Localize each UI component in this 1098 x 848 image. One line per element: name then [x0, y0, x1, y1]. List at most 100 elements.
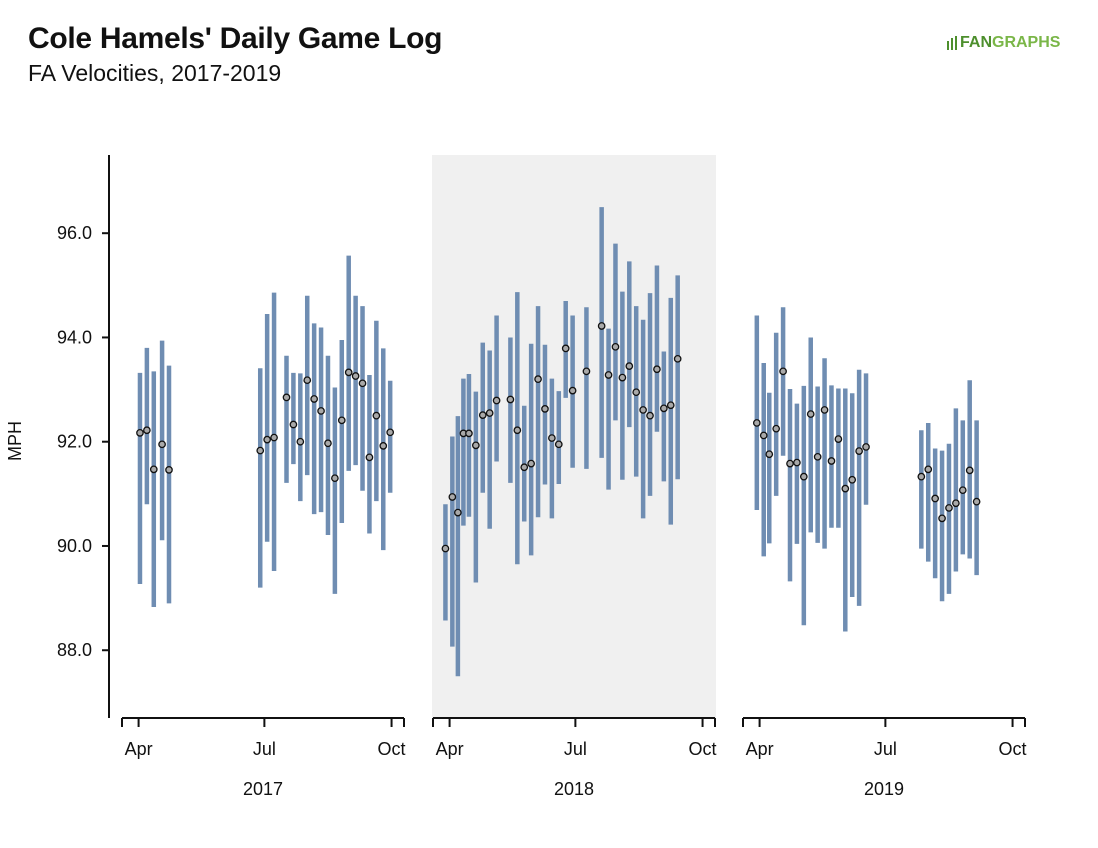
average-velocity-point	[924, 465, 933, 474]
average-velocity-point	[862, 443, 870, 451]
average-velocity-point	[465, 429, 473, 438]
average-velocity-point	[324, 439, 332, 448]
y-tick-label: 94.0	[57, 327, 92, 347]
average-velocity-point	[554, 440, 563, 449]
average-velocity-point	[561, 344, 570, 353]
y-tick-label: 90.0	[57, 536, 92, 556]
year-label: 2018	[554, 779, 594, 799]
average-velocity-point	[337, 416, 346, 425]
average-velocity-point	[931, 494, 939, 503]
average-velocity-point	[666, 401, 675, 410]
fangraphs-logo[interactable]: FAN GRAPHS	[946, 34, 1060, 52]
average-velocity-point	[478, 411, 487, 419]
average-velocity-point	[534, 375, 542, 384]
average-velocity-point	[358, 379, 367, 388]
average-velocity-point	[513, 426, 522, 435]
average-velocity-point	[303, 376, 312, 385]
average-velocity-point	[945, 504, 953, 512]
average-velocity-point	[952, 499, 960, 508]
average-velocity-point	[752, 419, 761, 427]
x-tick-label: Jul	[874, 739, 897, 759]
y-axis: 88.0 90.0 92.0 94.0 96.0	[57, 155, 110, 718]
average-velocity-point	[582, 367, 591, 376]
average-velocity-point	[958, 486, 967, 495]
average-velocity-point	[604, 371, 613, 379]
average-velocity-point	[772, 424, 781, 433]
year-label: 2017	[243, 779, 283, 799]
average-velocity-point	[917, 472, 926, 481]
panel-2017: Apr Jul Oct 2017	[121, 255, 406, 799]
average-velocity-point	[541, 405, 549, 413]
average-velocity-point	[492, 396, 501, 405]
average-velocity-point	[848, 475, 857, 484]
average-velocity-point	[527, 459, 535, 468]
average-velocity-point	[793, 458, 801, 467]
year-label: 2019	[864, 779, 904, 799]
average-velocity-point	[472, 441, 480, 450]
average-velocity-point	[938, 514, 946, 523]
average-velocity-point	[149, 465, 158, 474]
average-velocity-point	[855, 447, 863, 455]
average-velocity-point	[317, 407, 325, 415]
average-velocity-point	[639, 406, 647, 414]
average-velocity-point	[632, 388, 641, 397]
x-tick-label: Oct	[378, 739, 406, 759]
average-velocity-point	[548, 434, 556, 442]
average-velocity-point	[256, 446, 265, 455]
average-velocity-point	[827, 457, 836, 465]
average-velocity-point	[673, 354, 682, 363]
average-velocity-point	[296, 437, 305, 446]
average-velocity-point	[646, 411, 654, 420]
average-velocity-point	[820, 406, 829, 414]
average-velocity-point	[618, 373, 627, 382]
average-velocity-point	[625, 362, 634, 370]
y-tick-label: 92.0	[57, 432, 92, 452]
average-velocity-point	[520, 463, 529, 472]
average-velocity-point	[841, 484, 850, 493]
average-velocity-point	[282, 393, 291, 402]
logo-text-graphs: GRAPHS	[992, 34, 1061, 51]
x-tick-label: Jul	[564, 739, 587, 759]
average-velocity-point	[270, 433, 278, 442]
average-velocity-point	[165, 466, 173, 474]
panels: Apr Jul Oct 2017 Apr Jul Oct 2018 Apr Jul Oct 2019	[121, 207, 1027, 799]
average-velocity-point	[263, 435, 271, 444]
chart-subtitle: FA Velocities, 2017-2019	[28, 60, 282, 86]
average-velocity-point	[372, 411, 381, 420]
panel-2018: Apr Jul Oct 2018	[432, 207, 717, 799]
x-tick-label: Oct	[689, 739, 717, 759]
average-velocity-point	[813, 452, 822, 461]
x-tick-label: Oct	[999, 739, 1027, 759]
y-tick-label: 96.0	[57, 223, 92, 243]
x-tick-label: Apr	[436, 739, 464, 759]
average-velocity-point	[485, 409, 494, 417]
average-velocity-point	[289, 420, 298, 429]
average-velocity-point	[143, 426, 151, 435]
average-velocity-point	[506, 395, 515, 404]
average-velocity-point	[972, 497, 981, 506]
average-velocity-point	[386, 428, 395, 437]
average-velocity-point	[806, 410, 815, 418]
average-velocity-point	[660, 404, 668, 413]
average-velocity-point	[351, 372, 360, 380]
average-velocity-point	[759, 431, 768, 440]
average-velocity-point	[597, 322, 606, 330]
average-velocity-point	[611, 342, 620, 351]
logo-text-fan: FAN	[960, 34, 992, 51]
average-velocity-point	[454, 508, 462, 517]
average-velocity-point	[765, 450, 774, 459]
average-velocity-point	[379, 442, 388, 450]
y-axis-label: MPH	[5, 421, 25, 461]
chart-title: Cole Hamels' Daily Game Log	[28, 22, 443, 55]
y-tick-label: 88.0	[57, 640, 92, 660]
panel-2019: Apr Jul Oct 2019	[742, 307, 1027, 799]
average-velocity-point	[965, 466, 974, 475]
average-velocity-point	[779, 367, 787, 376]
average-velocity-point	[834, 435, 843, 443]
x-tick-label: Apr	[125, 739, 153, 759]
average-velocity-point	[568, 386, 577, 395]
average-velocity-point	[136, 429, 144, 437]
average-velocity-point	[653, 365, 661, 374]
average-velocity-point	[786, 459, 794, 468]
